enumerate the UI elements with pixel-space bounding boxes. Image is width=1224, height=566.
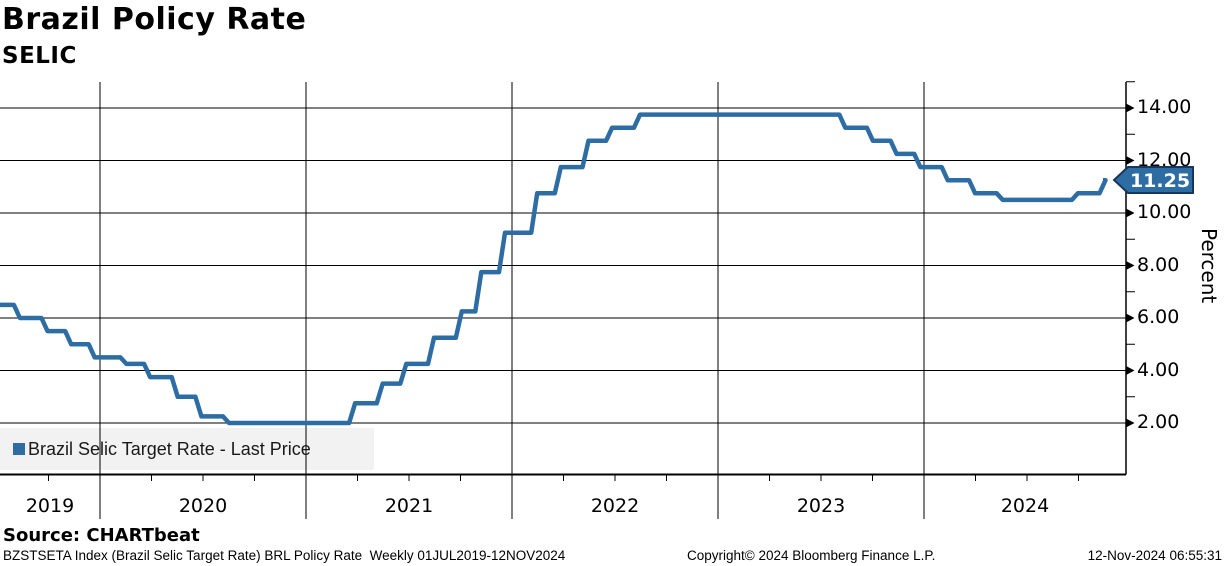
y-axis-tick-label: 12.00 [1137, 148, 1192, 171]
y-axis-tick-label: 6.00 [1137, 306, 1180, 328]
x-axis-tick-label: 2023 [796, 495, 846, 517]
x-axis-tick-label: 2022 [590, 495, 640, 517]
price-tag-value: 11.25 [1130, 170, 1190, 192]
source-line: Source: CHARTbeat [3, 525, 200, 546]
y-axis-title: Percent [1197, 228, 1221, 304]
footer-timestamp: 12-Nov-2024 06:55:31 [1087, 548, 1222, 563]
legend-series-marker [13, 443, 25, 455]
page-title: Brazil Policy Rate [2, 2, 307, 37]
price-tag-shape [1112, 166, 1194, 194]
y-axis-tick-label: 4.00 [1137, 358, 1180, 381]
legend[interactable]: Brazil Selic Target Rate - Last Price [0, 428, 374, 470]
footer-security-description: BZSTSETA Index (Brazil Selic Target Rate… [3, 548, 566, 563]
x-axis-tick-label: 2020 [178, 495, 228, 517]
footer-copyright: Copyright© 2024 Bloomberg Finance L.P. [687, 548, 936, 563]
y-axis-tick-label: 10.00 [1137, 201, 1192, 223]
y-axis-tick-label: 8.00 [1137, 253, 1180, 276]
page-subtitle: SELIC [2, 43, 77, 69]
y-axis-tick-label: 2.00 [1137, 411, 1180, 433]
x-axis-tick-label: 2024 [1000, 495, 1050, 517]
y-axis-tick-label: 14.00 [1137, 96, 1192, 118]
last-price-tag: 11.25 [1112, 166, 1194, 194]
legend-series-label: Brazil Selic Target Rate - Last Price [28, 438, 311, 459]
x-axis-tick-label: 2019 [25, 495, 75, 517]
x-axis-tick-label: 2021 [384, 495, 434, 517]
